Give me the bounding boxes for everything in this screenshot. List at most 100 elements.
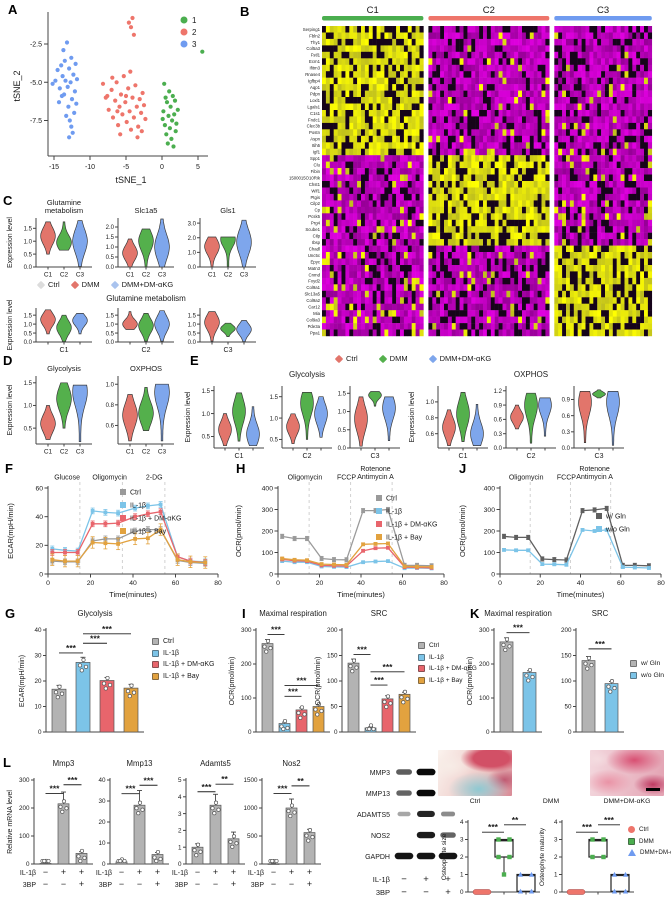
svg-text:0: 0 <box>160 164 164 171</box>
svg-text:C3: C3 <box>240 272 249 279</box>
panel-j-ocr-gln: 0 100 200 300 400 0 20 40 60 80 Oligomycin FCCP Rote… <box>454 460 671 604</box>
treatment-legend: Ctrl IL-1β IL-1β + DM-αKG IL-1β + Bay <box>418 642 477 684</box>
svg-text:Ecm1: Ecm1 <box>309 59 321 64</box>
svg-text:1.5: 1.5 <box>338 391 347 397</box>
svg-text:ECAR(mpH/min): ECAR(mpH/min) <box>6 503 15 559</box>
svg-text:Col9a3: Col9a3 <box>306 317 320 322</box>
svg-text:60: 60 <box>399 580 407 587</box>
svg-text:1.0: 1.0 <box>188 251 197 257</box>
legend-item-DMM: DMM <box>70 280 100 289</box>
histology-image-row: Ctrl DMM DMM+DM-αKG <box>438 750 664 805</box>
svg-text:C2: C2 <box>142 347 151 354</box>
svg-text:1.2: 1.2 <box>494 389 503 395</box>
svg-text:80: 80 <box>440 580 448 587</box>
svg-text:2-DG: 2-DG <box>146 475 163 482</box>
svg-text:0.5: 0.5 <box>270 438 279 444</box>
svg-text:Spp1: Spp1 <box>310 156 321 161</box>
svg-text:OCR(pmol/min): OCR(pmol/min) <box>234 504 243 557</box>
legend-label: IL-1β + DM-αKG <box>429 665 477 672</box>
legend-label: Ctrl <box>429 642 440 649</box>
svg-text:C1: C1 <box>126 449 135 456</box>
legend-item-IL-1β: IL-1β <box>152 649 179 657</box>
square-marker-icon <box>152 649 159 657</box>
legend-item-IL-1β + DM-αKG: IL-1β + DM-αKG <box>152 661 214 668</box>
svg-text:Glycolysis: Glycolysis <box>47 364 81 373</box>
svg-text:C2: C2 <box>142 449 151 456</box>
svg-text:Igf1: Igf1 <box>313 150 321 155</box>
svg-text:0.9: 0.9 <box>562 398 571 404</box>
glycolysis-oxphos-violins-clusters: Expression level 0.5 1.0 1.5 C1 C2 C3 Glycolysi… <box>7 364 174 456</box>
panel-label-f: F <box>5 461 13 476</box>
svg-text:0.5: 0.5 <box>24 426 33 432</box>
svg-text:Clu: Clu <box>314 162 321 167</box>
diamond-marker-icon <box>36 280 46 289</box>
svg-text:Epyc: Epyc <box>310 259 320 264</box>
svg-text:400: 400 <box>484 485 496 492</box>
legend-label: DMM <box>639 837 654 845</box>
svg-text:C2: C2 <box>60 449 69 456</box>
legend-item-IL-1β + Bay: IL-1β + Bay <box>418 676 463 684</box>
svg-text:C2: C2 <box>527 453 536 460</box>
legend-label: Ctrl <box>346 354 358 363</box>
svg-text:C3: C3 <box>76 272 85 279</box>
panel-g-glycolysis-bars: ECAR(mpH/min) 0 10 20 30 40 *** *** *** Glycolysi… <box>2 604 232 750</box>
svg-text:0: 0 <box>269 571 273 578</box>
svg-text:Antimycin A: Antimycin A <box>576 474 613 481</box>
legend-label: Ctrl <box>48 280 60 289</box>
svg-text:0.5: 0.5 <box>24 252 33 258</box>
legend-item-DMM: DMM <box>378 354 408 363</box>
svg-text:Gls1: Gls1 <box>220 206 235 215</box>
diamond-marker-icon <box>110 280 119 289</box>
svg-text:20: 20 <box>35 543 43 550</box>
svg-text:1: 1 <box>192 16 197 25</box>
svg-text:Expression level: Expression level <box>7 384 14 435</box>
svg-text:1.5: 1.5 <box>24 381 33 387</box>
panel-label-g: G <box>5 606 16 621</box>
svg-text:80: 80 <box>657 580 665 587</box>
svg-text:C3: C3 <box>371 453 380 460</box>
svg-text:-7.5: -7.5 <box>30 118 42 125</box>
svg-text:Glucose: Glucose <box>54 475 80 482</box>
square-marker-icon <box>152 672 159 680</box>
legend-label: IL-1β + DM-αKG <box>163 661 215 668</box>
cluster-violin-plots: Expression level 0.0 0.5 1.0 1.5 C1 C2 C3 Glutam… <box>7 198 256 279</box>
svg-text:Ppa1: Ppa1 <box>310 330 321 335</box>
svg-text:1.5: 1.5 <box>270 395 279 401</box>
svg-text:C1: C1 <box>44 449 53 456</box>
svg-text:1.5: 1.5 <box>106 313 115 319</box>
svg-text:Cilp2: Cilp2 <box>310 201 320 206</box>
histology-image <box>590 750 664 796</box>
square-marker-icon <box>418 665 425 672</box>
legend-label: IL-1β + Bay <box>163 672 200 680</box>
svg-text:1.0: 1.0 <box>188 322 197 328</box>
glycolysis-oxphos-violins-groups: Expression level 0.5 1.0 1.5 C1 0.5 1.0 1.5 C2 0.… <box>185 370 624 460</box>
svg-text:-5: -5 <box>123 164 129 171</box>
diamond-marker-icon <box>428 354 437 363</box>
svg-text:Time(minutes): Time(minutes) <box>109 590 157 599</box>
legend-label: DMM <box>81 280 100 289</box>
panel-label-a: A <box>8 2 18 17</box>
svg-text:C3: C3 <box>158 449 167 456</box>
svg-text:Ptgis: Ptgis <box>310 195 320 200</box>
svg-text:1.0: 1.0 <box>270 416 279 422</box>
svg-text:0: 0 <box>276 580 280 587</box>
svg-text:Oligomycin: Oligomycin <box>509 475 544 482</box>
svg-text:IL-1β + DM-αKG: IL-1β + DM-αKG <box>386 522 437 529</box>
svg-text:C3: C3 <box>76 449 85 456</box>
svg-text:60: 60 <box>617 580 625 587</box>
svg-text:5: 5 <box>196 164 200 171</box>
svg-text:Cilp: Cilp <box>313 234 321 239</box>
svg-text:0.0: 0.0 <box>188 340 197 346</box>
svg-text:IL-1β: IL-1β <box>130 503 146 510</box>
svg-text:Oligomycin: Oligomycin <box>288 475 323 482</box>
legend-item-IL-1β: IL-1β <box>418 653 444 661</box>
svg-text:C3: C3 <box>597 5 609 16</box>
svg-text:0.9: 0.9 <box>494 403 503 409</box>
svg-text:Expression level: Expression level <box>185 391 192 442</box>
svg-text:C3: C3 <box>224 347 233 354</box>
svg-text:40: 40 <box>577 580 585 587</box>
svg-text:0.6: 0.6 <box>426 432 435 438</box>
svg-text:0.5: 0.5 <box>24 331 33 337</box>
